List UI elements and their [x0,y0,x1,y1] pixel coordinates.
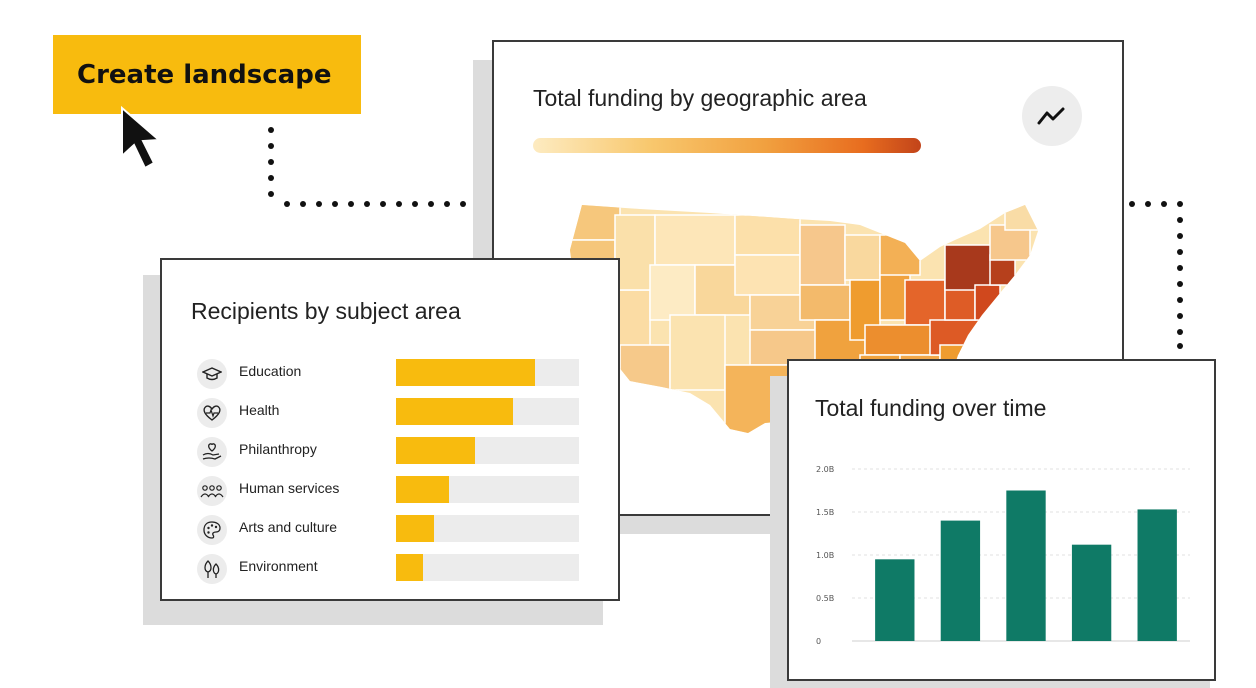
hand-heart-icon [197,437,227,467]
funding-bar [1137,509,1177,641]
subject-bar-fill [396,515,435,542]
list-item: Environment [197,554,587,584]
list-item: Education [197,359,587,389]
subject-bar-track [396,554,579,581]
subject-bar-fill [396,359,536,386]
funding-gradient-legend [533,138,921,153]
funding-bar [875,559,915,641]
y-tick-label: 2.0B [816,465,834,474]
trend-toggle-button[interactable] [1022,86,1082,146]
create-landscape-button[interactable]: Create landscape [53,35,361,114]
subject-bar-track [396,476,579,503]
y-tick-label: 0 [816,637,821,646]
list-item: Human services [197,476,587,506]
subject-label: Arts and culture [239,519,338,535]
heart-pulse-icon [197,398,227,428]
funding-bar [1006,490,1046,641]
people-icon [197,476,227,506]
subject-bar-fill [396,476,450,503]
subject-card [160,258,620,601]
list-item: Philanthropy [197,437,587,467]
mouse-pointer-icon [121,105,162,170]
subject-bar-fill [396,398,514,425]
subject-bar-track [396,437,579,464]
funding-bar [940,520,981,641]
funding-bar-chart: 0 0.5B 1.0B 1.5B 2.0B [816,465,1190,646]
graduation-cap-icon [197,359,227,389]
subject-bar-fill [396,554,424,581]
subject-label: Education [239,363,302,379]
list-item: Arts and culture [197,515,587,545]
subject-label: Environment [239,558,318,574]
subject-card-title: Recipients by subject area [191,298,461,324]
trend-line-icon [1037,107,1065,125]
subject-bar-fill [396,437,475,464]
map-card-title: Total funding by geographic area [533,85,867,111]
subject-label: Philanthropy [239,441,317,457]
y-tick-label: 1.5B [816,508,834,517]
subject-bar-track [396,515,579,542]
trees-icon [197,554,227,584]
subject-label: Health [239,402,280,418]
y-tick-label: 0.5B [816,594,834,603]
subject-bar-track [396,398,579,425]
subject-label: Human services [239,480,340,496]
list-item: Health [197,398,587,428]
subject-bar-track [396,359,579,386]
funding-bar [1071,544,1112,641]
y-tick-label: 1.0B [816,551,834,560]
time-card-title: Total funding over time [815,395,1047,421]
palette-icon [197,515,227,545]
